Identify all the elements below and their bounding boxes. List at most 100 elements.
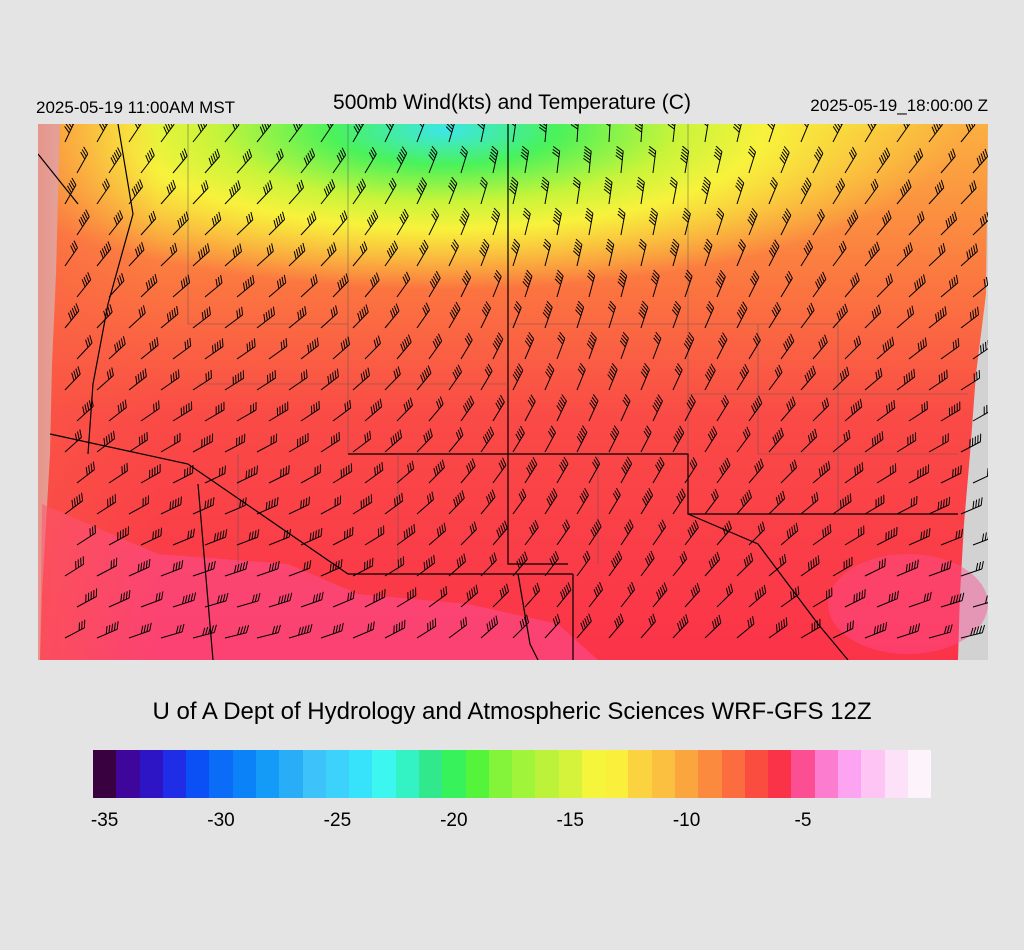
- wind-barb: [800, 365, 816, 391]
- wind-barb: [716, 583, 734, 608]
- wind-barb: [552, 207, 562, 236]
- colorbar-swatch: [884, 750, 908, 798]
- wind-barb: [607, 300, 616, 329]
- wind-barb: [224, 306, 244, 329]
- wind-barb: [512, 300, 522, 329]
- wind-barb: [972, 468, 988, 484]
- wind-barb: [704, 426, 718, 453]
- wind-barb: [588, 394, 599, 422]
- wind-barb: [288, 623, 313, 639]
- wind-barb: [748, 332, 761, 360]
- wind-barb: [940, 211, 958, 236]
- wind-barb: [800, 177, 812, 205]
- wind-barb: [480, 301, 491, 329]
- wind-barb: [928, 433, 949, 453]
- wind-barb: [268, 338, 288, 360]
- wind-barb: [844, 462, 864, 484]
- wind-barb: [384, 619, 406, 639]
- wind-barb: [396, 524, 416, 546]
- wind-barb: [576, 362, 586, 391]
- wind-barb: [416, 302, 431, 329]
- wind-barb: [587, 269, 596, 298]
- wind-barb: [552, 145, 561, 174]
- wind-barb: [352, 367, 370, 391]
- wind-barb: [683, 332, 695, 360]
- wind-barb: [812, 397, 830, 422]
- wind-barb: [736, 301, 748, 329]
- wind-barb: [428, 208, 440, 236]
- wind-barb: [268, 592, 293, 608]
- wind-barb: [684, 269, 693, 298]
- wind-barb: [480, 489, 496, 515]
- wind-barb: [832, 240, 847, 267]
- wind-barb: [268, 148, 284, 174]
- wind-barb: [300, 274, 318, 298]
- wind-barb: [140, 147, 155, 174]
- wind-barb: [896, 124, 911, 143]
- wind-barb: [768, 301, 781, 329]
- wind-barb: [684, 582, 701, 608]
- wind-barb: [364, 146, 377, 174]
- wind-barb: [459, 145, 468, 174]
- wind-barb: [172, 401, 193, 422]
- wind-barb: [540, 176, 550, 205]
- wind-barb: [140, 210, 157, 236]
- wind-barb: [652, 456, 665, 484]
- wind-barb: [575, 300, 585, 329]
- wind-barb: [747, 145, 757, 174]
- wind-barb: [480, 615, 499, 639]
- wind-barb: [672, 488, 686, 515]
- wind-barb: [620, 394, 631, 422]
- wind-barb: [204, 275, 223, 298]
- wind-barb: [768, 364, 783, 391]
- wind-barb: [96, 124, 109, 143]
- wind-barb: [479, 176, 488, 205]
- wind-barb: [320, 559, 343, 577]
- wind-barb: [236, 401, 257, 422]
- wind-barb: [768, 176, 778, 205]
- wind-barb: [620, 456, 633, 484]
- wind-barb: [576, 613, 592, 639]
- wind-barb: [192, 243, 210, 267]
- wind-barb: [396, 146, 408, 174]
- wind-barb: [448, 427, 464, 453]
- wind-barb: [160, 623, 185, 639]
- wind-barb: [448, 490, 465, 515]
- wind-barb: [896, 179, 912, 205]
- wind-barb: [767, 124, 777, 143]
- wind-barb: [256, 180, 273, 205]
- wind-barb: [332, 590, 355, 608]
- wind-barb: [192, 306, 211, 329]
- wind-barb: [76, 146, 89, 174]
- wind-barb: [800, 491, 819, 515]
- wind-barb: [416, 554, 436, 577]
- wind-barb: [864, 241, 880, 267]
- colorbar-swatch: [488, 750, 513, 798]
- wind-barb: [800, 124, 810, 143]
- wind-barb: [172, 211, 189, 236]
- wind-barb: [108, 336, 126, 360]
- wind-barb: [704, 488, 719, 515]
- wind-barb: [288, 432, 309, 453]
- wind-barb: [896, 432, 917, 453]
- wind-barb: [864, 494, 885, 515]
- wind-barb: [192, 624, 217, 639]
- colorbar-swatch: [907, 750, 932, 798]
- wind-barb: [640, 425, 652, 453]
- wind-barb: [140, 464, 161, 484]
- wind-barb: [680, 145, 690, 174]
- wind-barb: [160, 560, 184, 577]
- wind-barb: [703, 238, 713, 267]
- wind-barb: [522, 269, 533, 298]
- wind-barb: [896, 305, 915, 329]
- colorbar-tick-label: -10: [672, 810, 701, 831]
- wind-barb: [636, 176, 645, 205]
- wind-barb: [428, 522, 447, 546]
- wind-barb: [736, 426, 751, 453]
- wind-barb: [736, 489, 752, 515]
- wind-barb: [896, 559, 919, 577]
- wind-barb: [615, 146, 624, 174]
- wind-barb: [172, 274, 191, 298]
- wind-barb: [812, 460, 831, 484]
- wind-barb: [960, 624, 986, 639]
